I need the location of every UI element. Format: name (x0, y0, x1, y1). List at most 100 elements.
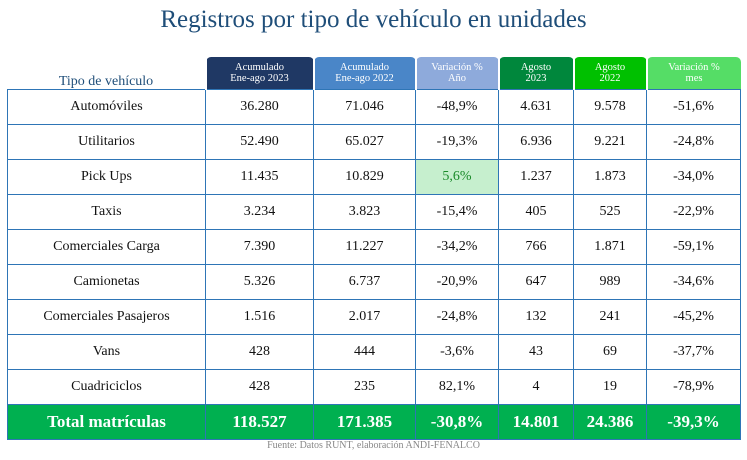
table-cell: -37,7% (646, 334, 741, 370)
row-label: Utilitarios (7, 124, 206, 160)
header-line: Ene-ago 2023 (230, 73, 289, 84)
header-line: Acumulado (235, 62, 284, 73)
table-cell: -22,9% (646, 194, 741, 230)
table-row: Utilitarios 52.490 65.027 -19,3% 6.936 9.221-… (7, 124, 741, 160)
column-header: Variación % Año (414, 57, 499, 90)
table-row: Vans 428 444 -3,6% 43 69 -37,7% (7, 334, 741, 370)
table-cell: 11.435 (205, 159, 314, 195)
vehicle-registrations-table: Tipo de vehículo Acumulado Ene-ago 2023 Acu… (7, 57, 741, 440)
table-cell: 7.390 (205, 229, 314, 265)
column-header-type: Tipo de vehículo (58, 74, 154, 89)
table-cell: 11.227 (313, 229, 416, 265)
table-cell: 5.326 (205, 264, 314, 300)
table-cell: 9.578 (573, 89, 647, 125)
table-cell: -45,2% (646, 299, 741, 335)
table-cell: 428 (205, 334, 314, 370)
column-header: Acumulado Ene-ago 2023 (204, 57, 314, 90)
table-cell: -24,8% (415, 299, 499, 335)
row-label: Automóviles (7, 89, 206, 125)
table-cell: 241 (573, 299, 647, 335)
table-cell: 3.234 (205, 194, 314, 230)
header-line: Variación % (431, 62, 483, 73)
header-line: Año (447, 73, 467, 84)
table-cell: 19 (573, 369, 647, 405)
header-line: Agosto (594, 62, 626, 73)
column-header: Agosto 2022 (572, 57, 647, 90)
header-line: mes (685, 73, 703, 84)
header-line: 2022 (599, 73, 621, 84)
table-row: Camionetas 5.326 6.737 -20,9% 647 989 -34,6% (7, 264, 741, 300)
row-label: Taxis (7, 194, 206, 230)
table-cell: 71.046 (313, 89, 416, 125)
total-cell: 118.527 (205, 404, 314, 440)
row-label: Pick Ups (7, 159, 206, 195)
header-line: Ene-ago 2022 (335, 73, 394, 84)
table-cell: 43 (498, 334, 574, 370)
column-header: Acumulado Ene-ago 2022 (312, 57, 416, 90)
table-cell: 6.936 (498, 124, 574, 160)
table-cell: 647 (498, 264, 574, 300)
table-row: Pick Ups 11.435 10.829 5,6% 1.237 1.873 -34,0% (7, 159, 741, 195)
column-header: Agosto 2023 (497, 57, 574, 90)
total-cell: 171.385 (313, 404, 416, 440)
table-cell: -15,4% (415, 194, 499, 230)
table-cell: 9.221 (573, 124, 647, 160)
table-cell: 10.829 (313, 159, 416, 195)
total-cell: 24.386 (573, 404, 647, 440)
table-cell: 4 (498, 369, 574, 405)
table-cell: -48,9% (415, 89, 499, 125)
table-cell: 405 (498, 194, 574, 230)
header-line: 2023 (525, 73, 547, 84)
table-cell: 132 (498, 299, 574, 335)
total-cell: -39,3% (646, 404, 741, 440)
table-cell: -19,3% (415, 124, 499, 160)
table-cell: 36.280 (205, 89, 314, 125)
table-cell: -20,9% (415, 264, 499, 300)
table-cell: -3,6% (415, 334, 499, 370)
row-label: Vans (7, 334, 206, 370)
table-row: Automóviles 36.280 71.046 -48,9% 4.631 9.578-… (7, 89, 741, 125)
table-cell: 5,6% (415, 159, 499, 195)
table-cell: -59,1% (646, 229, 741, 265)
table-cell: 235 (313, 369, 416, 405)
row-label: Cuadriciclos (7, 369, 206, 405)
table-cell: 6.737 (313, 264, 416, 300)
table-cell: 428 (205, 369, 314, 405)
table-row: Comerciales Carga 7.390 11.227 -34,2% 766 1.8… (7, 229, 741, 265)
header-line: Agosto (520, 62, 552, 73)
table-cell: -78,9% (646, 369, 741, 405)
table-cell: 2.017 (313, 299, 416, 335)
total-label: Total matrículas (7, 404, 206, 440)
table-cell: 1.871 (573, 229, 647, 265)
source-note: Fuente: Datos RUNT, elaboración ANDI-FEN… (267, 440, 480, 451)
column-header: Variación % mes (645, 57, 741, 90)
header-line: Variación % (668, 62, 720, 73)
row-label: Camionetas (7, 264, 206, 300)
table-cell: -34,2% (415, 229, 499, 265)
table-cell: 989 (573, 264, 647, 300)
table-cell: -34,0% (646, 159, 741, 195)
table-cell: 52.490 (205, 124, 314, 160)
table-cell: 525 (573, 194, 647, 230)
total-cell: -30,8% (415, 404, 499, 440)
header-line: Acumulado (340, 62, 389, 73)
table-cell: -51,6% (646, 89, 741, 125)
total-cell: 14.801 (498, 404, 574, 440)
table-cell: 4.631 (498, 89, 574, 125)
table-cell: 82,1% (415, 369, 499, 405)
table-row: Comerciales Pasajeros 1.516 2.017 -24,8% 132… (7, 299, 741, 335)
page-title: Registros por tipo de vehículo en unidad… (160, 6, 587, 33)
total-row: Total matrículas 118.527 171.385 -30,8% 14.8… (7, 404, 741, 440)
table-cell: 766 (498, 229, 574, 265)
row-label: Comerciales Carga (7, 229, 206, 265)
table-cell: 3.823 (313, 194, 416, 230)
table-cell: 1.516 (205, 299, 314, 335)
table-row: Cuadriciclos 428 235 82,1% 4 19 -78,9% (7, 369, 741, 405)
table-cell: -34,6% (646, 264, 741, 300)
table-cell: 65.027 (313, 124, 416, 160)
table-row: Taxis 3.234 3.823 -15,4% 405 525 -22,9% (7, 194, 741, 230)
row-label: Comerciales Pasajeros (7, 299, 206, 335)
table-cell: 444 (313, 334, 416, 370)
table-cell: 69 (573, 334, 647, 370)
table-cell: 1.237 (498, 159, 574, 195)
